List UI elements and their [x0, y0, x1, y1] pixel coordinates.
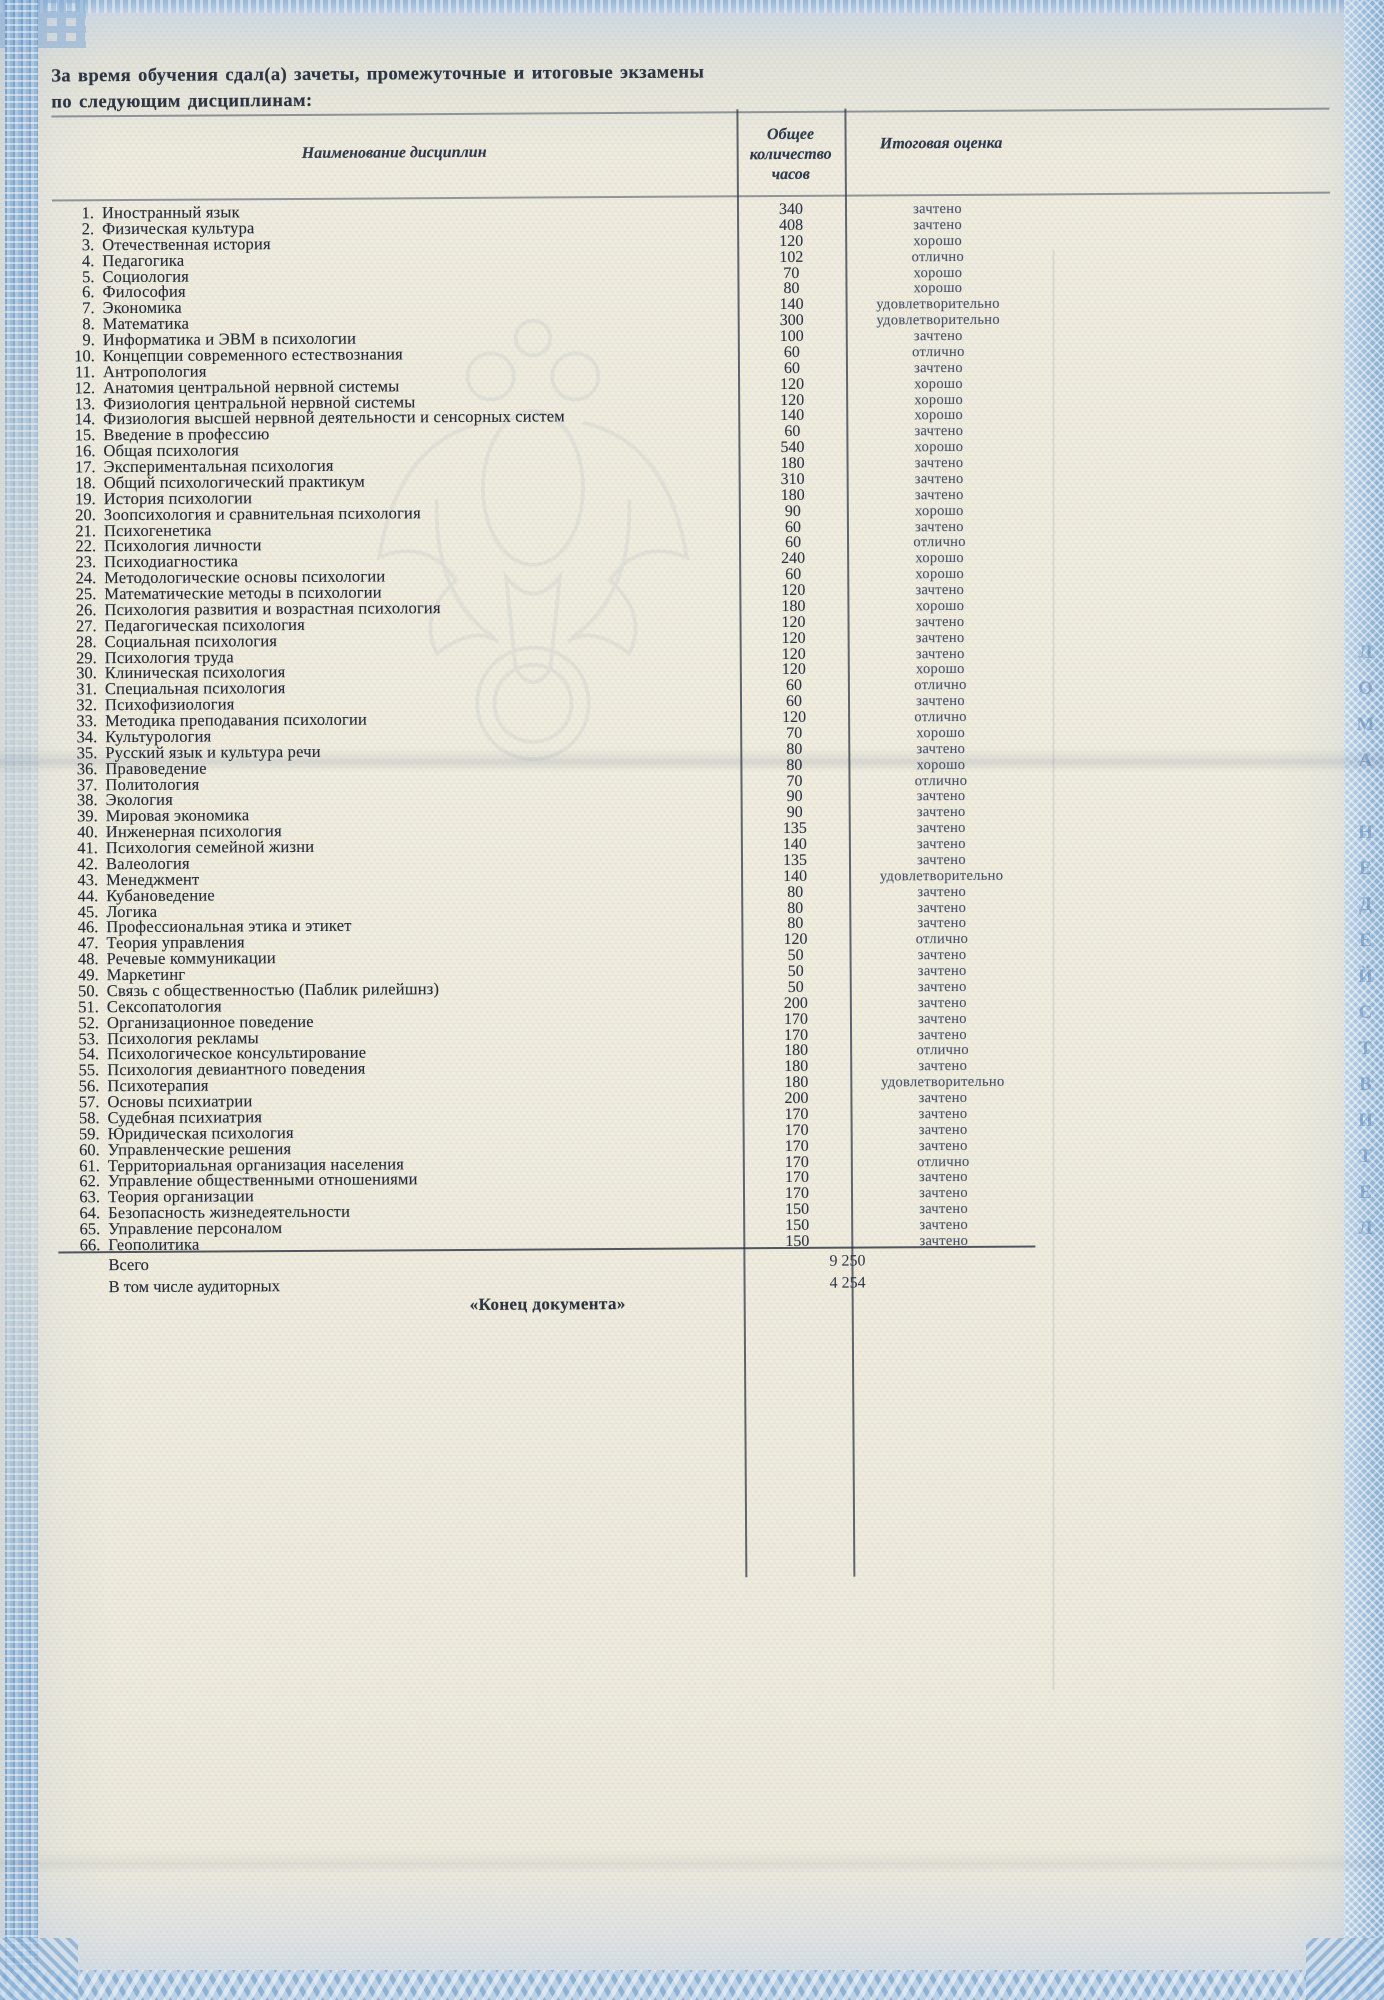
column-header-discipline: Наименование дисциплин [301, 143, 487, 162]
total-hours: 9 250 [829, 1252, 866, 1270]
discipline-rows: 1. Иностранный язык 340 зачтено 2. Физич… [52, 197, 1036, 1254]
edge-security-text: ЛОМА НЕДЕЙСТВИТЕЛ [1355, 642, 1376, 1254]
column-header-grade: Итоговая оценка [879, 134, 1003, 153]
eagle-watermark-icon [376, 318, 690, 762]
column-header-hours: Общее количество часов [749, 125, 832, 184]
fold-crease-horizontal [0, 748, 1384, 772]
total-label: Всего [108, 1254, 149, 1275]
total-classroom-hours: 4 254 [829, 1274, 866, 1292]
fold-crease-vertical [1052, 250, 1055, 1690]
intro-statement: За время обучения сдал(а) зачеты, промеж… [51, 58, 951, 115]
fold-crease-horizontal-lower [0, 1850, 1384, 1874]
